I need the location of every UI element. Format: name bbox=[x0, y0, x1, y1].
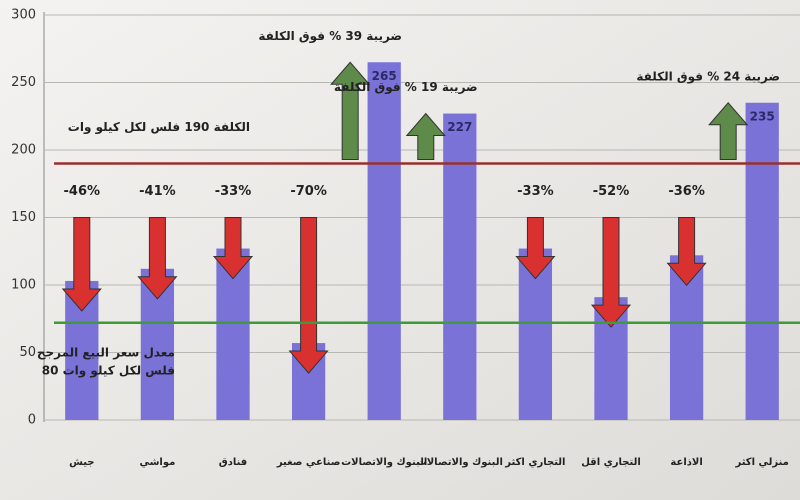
change-label: -33% bbox=[215, 184, 252, 199]
x-tick-label: البنوك والاتصالات bbox=[341, 457, 427, 468]
change-label: -70% bbox=[290, 184, 327, 199]
change-label: -41% bbox=[139, 184, 176, 199]
down-arrow bbox=[61, 217, 102, 312]
tax-label: ضريبة 24 % فوق الكلفة bbox=[636, 69, 780, 84]
down-arrow bbox=[666, 217, 707, 287]
y-tick-label: 200 bbox=[11, 143, 36, 158]
reference-label: معدل سعر البيع المرجح bbox=[37, 345, 175, 359]
x-tick-label: الاذاعة bbox=[670, 457, 702, 468]
up-arrow bbox=[708, 101, 749, 160]
y-tick-label: 100 bbox=[11, 278, 36, 293]
change-label: -46% bbox=[64, 184, 101, 199]
y-tick-label: 50 bbox=[19, 345, 36, 360]
down-arrow bbox=[288, 217, 329, 374]
down-arrow bbox=[212, 217, 254, 280]
reference-label: الكلفة 190 فلس لكل كيلو وات bbox=[68, 120, 250, 135]
x-tick-label: البنوك والاتصالات bbox=[417, 457, 503, 468]
y-tick-label: 150 bbox=[11, 210, 36, 225]
value-label: 227 bbox=[447, 120, 472, 134]
change-label: -52% bbox=[593, 184, 630, 199]
x-tick-label: صناعي صغير bbox=[276, 457, 341, 468]
change-label: -33% bbox=[517, 184, 554, 199]
y-tick-label: 250 bbox=[11, 75, 36, 90]
x-tick-label: التجاري اقل bbox=[581, 457, 641, 468]
bar bbox=[443, 113, 477, 421]
x-tick-label: منزلي اكثر bbox=[734, 457, 788, 468]
up-arrow bbox=[330, 61, 371, 160]
change-label: -36% bbox=[668, 184, 705, 199]
y-tick-label: 0 bbox=[28, 413, 36, 428]
down-arrow bbox=[590, 217, 632, 328]
tax-label: ضريبة 19 % فوق الكلفة bbox=[334, 80, 478, 95]
up-arrow bbox=[405, 112, 446, 160]
down-arrow bbox=[515, 217, 556, 280]
x-tick-label: فنادق bbox=[219, 457, 247, 468]
x-tick-label: جيش bbox=[69, 457, 94, 468]
down-arrow bbox=[137, 217, 178, 300]
x-tick-label: التجاري اكثر bbox=[504, 457, 565, 468]
bar bbox=[367, 62, 401, 420]
tax-label: ضريبة 39 % فوق الكلفة bbox=[258, 29, 402, 44]
value-label: 265 bbox=[372, 69, 397, 83]
value-label: 235 bbox=[750, 109, 775, 123]
x-tick-label: مواشي bbox=[139, 457, 175, 468]
reference-label: 80 فلس لكل كيلو وات bbox=[42, 363, 175, 378]
y-tick-label: 300 bbox=[11, 8, 36, 23]
bar bbox=[745, 102, 779, 420]
